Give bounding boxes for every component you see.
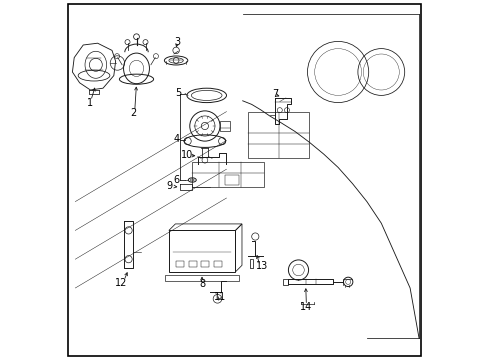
Text: 5: 5 (174, 88, 181, 98)
Text: 4: 4 (173, 134, 180, 144)
Text: 13: 13 (255, 261, 267, 271)
Text: 7: 7 (271, 89, 278, 99)
Bar (192, 162, 264, 187)
Bar (188, 261, 196, 267)
Text: 3: 3 (174, 37, 180, 47)
Bar (283, 279, 287, 285)
Text: 12: 12 (115, 278, 127, 288)
Bar (247, 112, 309, 158)
Bar (201, 261, 209, 267)
Bar (168, 230, 235, 272)
Text: 10: 10 (181, 150, 193, 160)
Bar (220, 121, 230, 131)
Text: 8: 8 (199, 279, 204, 289)
Text: 9: 9 (166, 181, 172, 192)
Bar (224, 175, 239, 185)
Bar (213, 261, 222, 267)
Text: 11: 11 (213, 292, 225, 302)
Text: 6: 6 (173, 175, 180, 185)
Text: 2: 2 (130, 108, 137, 118)
Text: 14: 14 (300, 302, 312, 312)
Text: 1: 1 (86, 98, 93, 108)
Bar (176, 261, 183, 267)
